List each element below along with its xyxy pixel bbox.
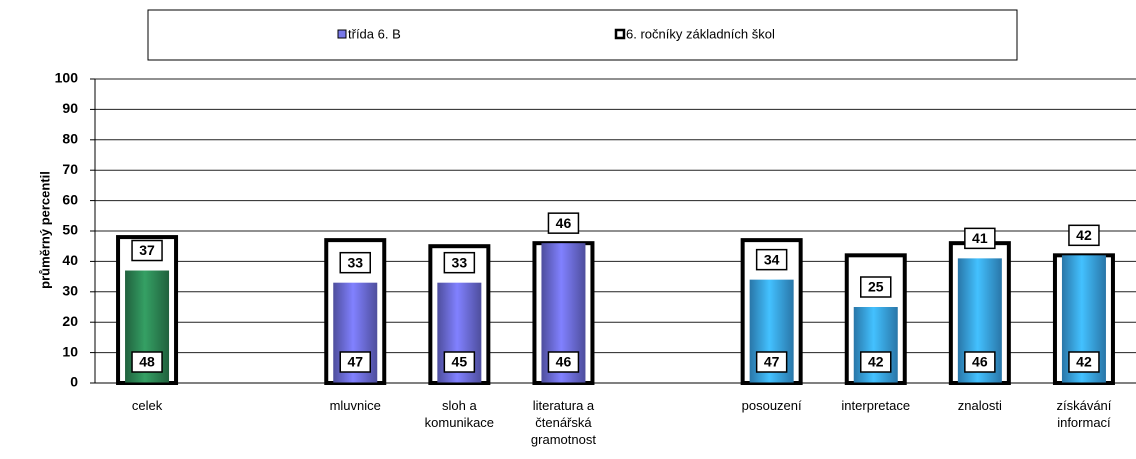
data-label-box xyxy=(339,351,371,373)
x-tick-label: posouzení xyxy=(742,398,802,413)
data-label: 42 xyxy=(868,354,884,370)
data-label: 37 xyxy=(139,242,155,258)
x-tick-label: interpretace xyxy=(841,398,910,413)
data-label-box xyxy=(131,351,163,373)
x-tick-label: literatura a čtenářská gramotnost xyxy=(531,398,596,447)
data-label-box xyxy=(443,351,476,373)
y-tick-label: 40 xyxy=(62,252,78,268)
data-label-box xyxy=(443,251,476,274)
data-label-box xyxy=(860,276,892,298)
legend-label: třída 6. B xyxy=(348,26,401,41)
x-tick-label: znalosti xyxy=(958,398,1002,413)
data-label-box xyxy=(339,251,371,274)
data-label: 47 xyxy=(347,354,363,370)
data-label-box xyxy=(755,351,788,373)
y-tick-label: 50 xyxy=(62,222,78,238)
data-label: 33 xyxy=(452,254,468,270)
data-label: 48 xyxy=(139,354,155,370)
data-label: 46 xyxy=(972,354,988,370)
y-tick-label: 20 xyxy=(62,313,78,329)
data-label: 46 xyxy=(556,215,572,231)
y-tick-label: 10 xyxy=(62,343,78,359)
legend-label: 6. ročníky základních škol xyxy=(626,26,775,41)
data-label: 34 xyxy=(764,251,780,267)
data-label: 33 xyxy=(347,254,363,270)
data-label-box xyxy=(964,351,996,373)
data-label: 47 xyxy=(764,354,780,370)
data-label-box xyxy=(131,239,163,262)
data-label-box xyxy=(1068,224,1100,247)
data-label-box xyxy=(1068,351,1100,373)
x-tick-label: celek xyxy=(132,398,163,413)
data-label: 42 xyxy=(1076,354,1092,370)
x-tick-label: sloh a komunikace xyxy=(425,398,494,430)
legend-swatch xyxy=(337,29,347,39)
y-tick-label: 70 xyxy=(62,161,78,177)
x-tick-label: získávání informací xyxy=(1056,398,1111,430)
y-axis-label: průměrný percentil xyxy=(37,171,52,289)
data-label: 41 xyxy=(972,230,988,246)
data-label: 45 xyxy=(452,354,468,370)
y-tick-label: 0 xyxy=(70,374,78,390)
legend-box xyxy=(147,9,1018,61)
data-label-box xyxy=(547,351,580,373)
y-tick-label: 100 xyxy=(55,70,79,86)
y-tick-label: 80 xyxy=(62,131,78,147)
data-label-box xyxy=(964,227,996,250)
data-label-box xyxy=(860,351,892,373)
data-label: 46 xyxy=(556,354,572,370)
x-tick-label: mluvnice xyxy=(330,398,381,413)
y-tick-label: 90 xyxy=(62,100,78,116)
data-label-box xyxy=(547,212,580,234)
data-label: 42 xyxy=(1076,227,1092,243)
data-label-box xyxy=(755,248,788,271)
y-tick-label: 60 xyxy=(62,191,78,207)
data-label: 25 xyxy=(868,279,884,295)
legend-swatch xyxy=(614,28,626,40)
y-tick-label: 30 xyxy=(62,283,78,299)
